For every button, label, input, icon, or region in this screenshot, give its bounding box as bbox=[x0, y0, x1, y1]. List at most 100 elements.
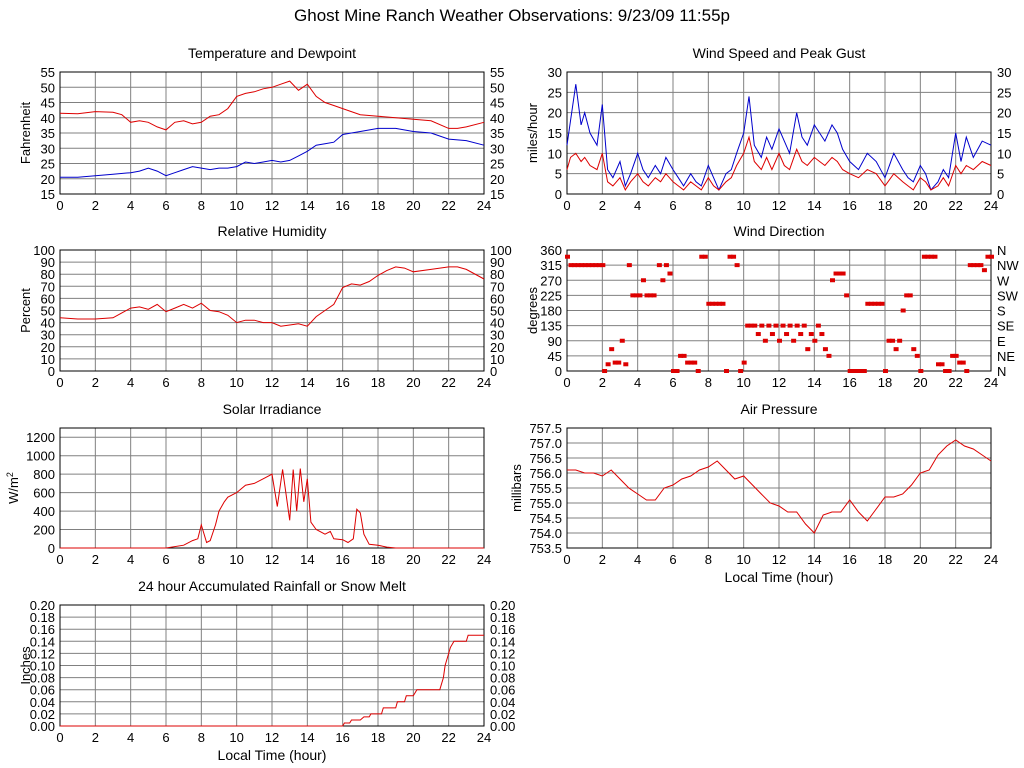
data-point bbox=[858, 369, 864, 373]
data-point bbox=[667, 271, 673, 276]
right-tick-label: 0.20 bbox=[490, 598, 515, 613]
data-point bbox=[964, 369, 970, 373]
data-point bbox=[593, 263, 599, 268]
data-point bbox=[586, 263, 592, 268]
right-tick-label: 60 bbox=[490, 291, 504, 306]
y-tick-label: 60 bbox=[41, 291, 55, 306]
data-point bbox=[630, 293, 636, 298]
y-tick-label: 0 bbox=[555, 364, 562, 379]
data-point bbox=[918, 369, 924, 373]
data-point bbox=[674, 369, 680, 373]
y-tick-label: 754.5 bbox=[529, 511, 562, 526]
right-tick-label: 0.08 bbox=[490, 671, 515, 686]
y-tick-label: 5 bbox=[555, 167, 562, 182]
x-tick-label: 6 bbox=[162, 730, 169, 745]
data-point bbox=[939, 362, 945, 367]
solar-title: Solar Irradiance bbox=[223, 401, 322, 417]
right-tick-label: 0.18 bbox=[490, 610, 515, 625]
y-tick-label: 45 bbox=[548, 349, 562, 364]
y-tick-label: 80 bbox=[41, 267, 55, 282]
y-tick-label: 0.08 bbox=[30, 671, 55, 686]
data-point bbox=[616, 360, 622, 365]
x-tick-label: 6 bbox=[669, 198, 676, 213]
x-tick-label: 16 bbox=[842, 552, 856, 567]
temperature-grid bbox=[59, 71, 485, 195]
right-tick-label: 25 bbox=[997, 85, 1011, 100]
x-tick-label: 14 bbox=[300, 552, 314, 567]
pressure-series-line-0 bbox=[567, 439, 992, 534]
wind-direction-ylabel: degrees bbox=[525, 287, 540, 334]
wind-direction-points bbox=[565, 254, 994, 373]
data-point bbox=[716, 301, 722, 306]
x-tick-label: 24 bbox=[477, 552, 491, 567]
x-tick-label: 4 bbox=[127, 375, 134, 390]
data-point bbox=[819, 332, 825, 337]
wind-speed-grid bbox=[566, 71, 992, 195]
data-point bbox=[589, 263, 595, 268]
x-tick-label: 16 bbox=[335, 198, 349, 213]
data-point bbox=[644, 293, 650, 298]
wind-speed-series-line-1 bbox=[566, 135, 992, 191]
wind-direction-grid bbox=[566, 249, 992, 372]
x-tick-label: 16 bbox=[335, 552, 349, 567]
y-tick-label: 757.0 bbox=[529, 436, 562, 451]
solar-ylabel: W/m2 bbox=[5, 472, 21, 504]
data-point bbox=[637, 293, 643, 298]
x-tick-label: 2 bbox=[92, 730, 99, 745]
y-tick-label: 90 bbox=[41, 255, 55, 270]
data-point bbox=[897, 338, 903, 343]
y-tick-label: 400 bbox=[33, 504, 55, 519]
wind-direction-frame bbox=[566, 249, 992, 372]
data-point bbox=[600, 263, 606, 268]
x-tick-label: 14 bbox=[807, 552, 821, 567]
x-tick-label: 12 bbox=[772, 198, 786, 213]
x-tick-label: 2 bbox=[599, 375, 606, 390]
y-tick-label: 315 bbox=[540, 258, 562, 273]
data-point bbox=[801, 323, 807, 328]
right-tick-label: 90 bbox=[490, 255, 504, 270]
x-tick-label: 12 bbox=[772, 552, 786, 567]
right-tick-label: 20 bbox=[490, 340, 504, 355]
x-tick-label: 4 bbox=[127, 730, 134, 745]
y-tick-label: 35 bbox=[41, 126, 55, 141]
y-tick-label: 756.0 bbox=[529, 466, 562, 481]
rainfall-ylabel: Inches bbox=[18, 646, 33, 685]
y-tick-label: 50 bbox=[41, 80, 55, 95]
data-point bbox=[633, 293, 639, 298]
right-tick-label: 10 bbox=[490, 352, 504, 367]
right-tick-label: 20 bbox=[997, 106, 1011, 121]
data-point bbox=[791, 338, 797, 343]
x-tick-label: 8 bbox=[198, 375, 205, 390]
data-point bbox=[695, 369, 701, 373]
solar-frame bbox=[59, 427, 485, 549]
y-tick-label: 0 bbox=[555, 187, 562, 202]
x-tick-label: 6 bbox=[162, 375, 169, 390]
right-tick-label: 30 bbox=[490, 328, 504, 343]
data-point bbox=[921, 254, 927, 259]
data-point bbox=[602, 369, 608, 373]
data-point bbox=[822, 347, 828, 352]
x-tick-label: 18 bbox=[371, 730, 385, 745]
right-tick-label: NW bbox=[997, 258, 1019, 273]
solar-grid bbox=[59, 428, 485, 549]
x-tick-label: 12 bbox=[265, 375, 279, 390]
data-point bbox=[812, 338, 818, 343]
y-tick-label: 0.00 bbox=[30, 719, 55, 734]
x-tick-label: 8 bbox=[198, 198, 205, 213]
right-tick-label: 80 bbox=[490, 267, 504, 282]
y-tick-label: 0.20 bbox=[30, 598, 55, 613]
data-point bbox=[978, 263, 984, 268]
x-tick-label: 14 bbox=[300, 375, 314, 390]
data-point bbox=[879, 301, 885, 306]
data-point bbox=[709, 301, 715, 306]
pressure-frame bbox=[566, 427, 992, 549]
x-tick-label: 8 bbox=[705, 552, 712, 567]
data-point bbox=[985, 254, 991, 259]
data-point bbox=[808, 332, 814, 337]
x-tick-label: 10 bbox=[229, 375, 243, 390]
y-tick-label: 600 bbox=[33, 486, 55, 501]
data-point bbox=[904, 293, 910, 298]
right-tick-label: 10 bbox=[997, 146, 1011, 161]
data-point bbox=[734, 263, 740, 268]
